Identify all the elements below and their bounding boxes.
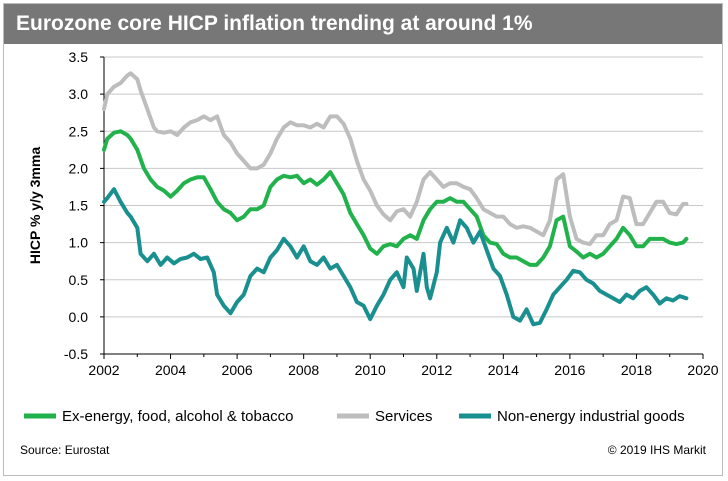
y-axis-label: HICP % y/y 3mma: [27, 147, 43, 264]
copyright-note: © 2019 IHS Markit: [607, 443, 706, 457]
grid: [104, 56, 703, 355]
legend-label: Ex-energy, food, alcohol & tobacco: [62, 408, 294, 425]
legend-label: Services: [375, 408, 433, 425]
series-line-services: [102, 71, 689, 247]
chart-title: Eurozone core HICP inflation trending at…: [16, 12, 533, 35]
y-tick-label: -0.5: [64, 346, 88, 362]
x-tick-label: 2016: [554, 362, 585, 378]
y-tick-label: 1.0: [69, 235, 89, 251]
x-tick-label: 2008: [288, 362, 319, 378]
y-tick-label: 3.5: [69, 49, 89, 65]
y-tick-label: 2.5: [69, 123, 89, 139]
x-tick-label: 2004: [155, 362, 186, 378]
x-tick-label: 2010: [355, 362, 386, 378]
y-tick-label: 3.0: [69, 86, 89, 102]
x-tick-label: 2012: [421, 362, 452, 378]
y-tick-label: 1.5: [69, 198, 89, 214]
legend-label: Non-energy industrial goods: [497, 408, 685, 425]
x-tick-label: 2020: [687, 362, 718, 378]
x-tick-label: 2014: [488, 362, 519, 378]
series-lines: [102, 71, 689, 327]
series-line-non-energy-industrial-goods: [102, 187, 689, 327]
x-tick-label: 2002: [88, 362, 119, 378]
x-tick-label: 2018: [621, 362, 652, 378]
source-note: Source: Eurostat: [20, 443, 110, 457]
series-line-ex-energy-food-alcohol-tobacco: [102, 129, 689, 267]
x-tick-label: 2006: [222, 362, 253, 378]
y-tick-label: 0.0: [69, 309, 89, 325]
y-tick-label: 2.0: [69, 160, 89, 176]
title-bar: Eurozone core HICP inflation trending at…: [4, 4, 722, 44]
y-tick-label: 0.5: [69, 272, 89, 288]
legend: Ex-energy, food, alcohol & tobacco Servic…: [24, 408, 685, 425]
